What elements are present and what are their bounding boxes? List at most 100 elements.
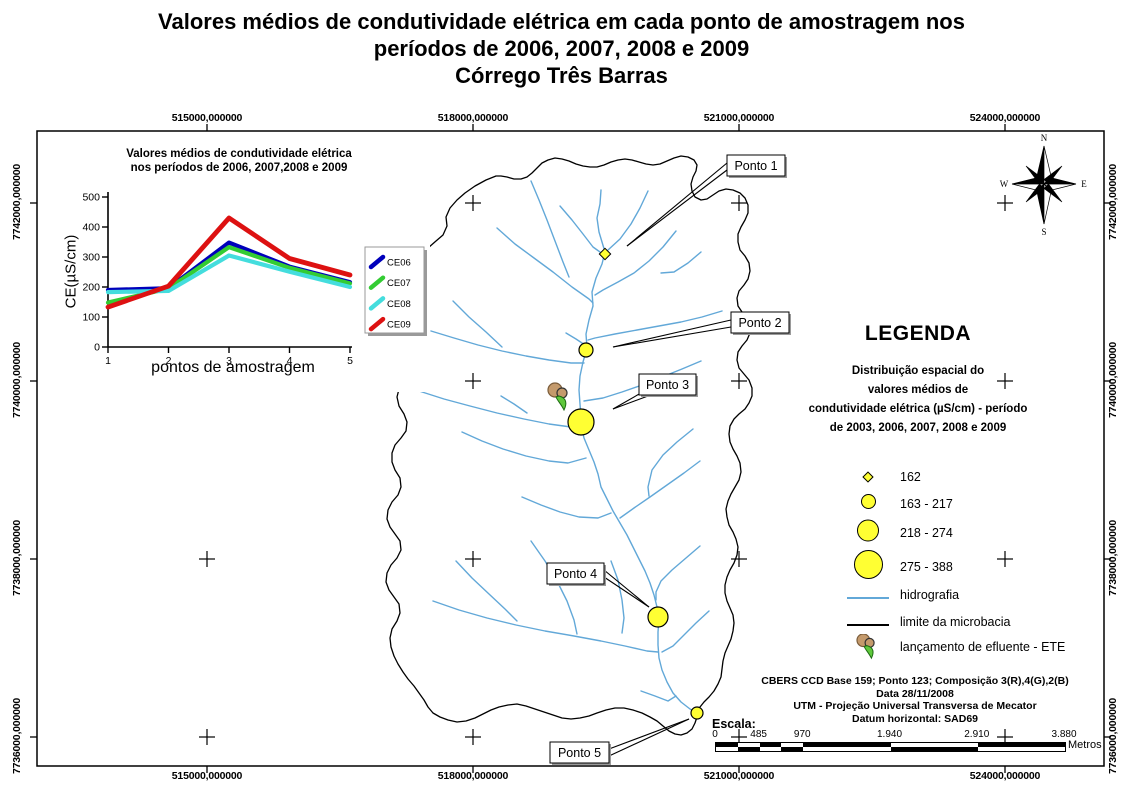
diamond-symbol	[862, 470, 874, 483]
stream-path	[530, 540, 578, 635]
effluent-discharge-icon	[856, 633, 875, 660]
chart-legend-label-CE06: CE06	[387, 258, 411, 269]
figure-title: Valores médios de condutividade elétrica…	[0, 8, 1123, 89]
legend-title: LEGENDA	[864, 322, 972, 345]
stream-path	[578, 189, 698, 714]
coordinate-label-left-0: 7742000,000000	[11, 163, 23, 241]
coordinate-label-left-2: 7738000,000000	[11, 519, 23, 597]
legend-symbol-list: 162 163 - 217 218 - 274 275 - 388 hidrografi…	[840, 462, 1100, 662]
metadata-line-3: UTM - Projeção Universal Transversa de M…	[793, 700, 1037, 713]
scale-label: Escala:	[712, 717, 756, 731]
chart-ytick: 400	[82, 222, 100, 234]
scale-bar-segment	[737, 747, 760, 751]
legend-size-class-1: 162	[840, 468, 1080, 486]
stream-path	[661, 610, 710, 653]
legend-size-class-2: 163 - 217	[840, 493, 1080, 513]
legend-subtitle-line-4: de 2003, 2006, 2007, 2008 e 2009	[829, 422, 1007, 434]
callout-label: Ponto 4	[554, 567, 597, 581]
legend-ete-label: lançamento de efluente - ETE	[900, 640, 1066, 654]
coordinate-label-bottom-1: 518000,000000	[437, 770, 509, 782]
legend-ete-item: lançamento de efluente - ETE	[840, 633, 1080, 660]
legend-subtitle-line-2: valores médios de	[867, 384, 969, 396]
figure-title-line-1: Valores médios de condutividade elétrica…	[158, 9, 965, 34]
inset-chart-xlabel: pontos de amostragem	[151, 359, 315, 376]
scale-bar-segment	[977, 743, 1065, 747]
callout-label: Ponto 2	[738, 316, 781, 330]
stream-path	[430, 330, 585, 364]
stream-path	[521, 496, 612, 519]
chart-legend-label-CE08: CE08	[387, 299, 411, 310]
chart-ytick: 300	[82, 252, 100, 264]
coordinate-label-left-1: 7740000,000000	[11, 341, 23, 419]
sample-point-1	[598, 247, 612, 261]
stream-path	[559, 205, 601, 253]
coordinate-label-right-2: 7738000,000000	[1107, 519, 1119, 597]
coordinate-label-bottom-0: 515000,000000	[171, 770, 243, 782]
legend-subtitle-line-3: condutividade elétrica (µS/cm) - período	[808, 403, 1028, 415]
map-metadata: CBERS CCD Base 159; Ponto 123; Composiçã…	[735, 675, 1095, 725]
figure-title-line-3: Córrego Três Barras	[455, 63, 668, 88]
series-CE09	[105, 215, 353, 310]
scale-bar-segment	[803, 743, 891, 747]
compass-letter-w: W	[1000, 179, 1009, 189]
chart-ytick: 100	[82, 312, 100, 324]
legend-size-class-label: 218 - 274	[900, 526, 953, 540]
inset-chart-title-line-2: nos períodos de 2006, 2007,2008 e 2009	[130, 162, 348, 174]
sample-point-5	[690, 706, 704, 720]
watershed-outline	[385, 155, 753, 736]
map-frame	[36, 130, 1105, 767]
size-class-diamond-icon	[840, 468, 896, 486]
scale-bar-segment	[716, 747, 738, 751]
legend-line-item-label: hidrografia	[900, 588, 960, 602]
scale-bar-segment	[716, 743, 738, 747]
legend-line-item-label: limite da microbacia	[900, 615, 1011, 629]
stream-path	[607, 190, 649, 251]
scale-bar-segment	[781, 743, 804, 747]
stream-path	[610, 560, 625, 634]
size-class-circle-icon	[840, 519, 896, 547]
metadata-line-4: Datum horizontal: SAD69	[851, 712, 978, 725]
coordinate-label-right-1: 7740000,000000	[1107, 341, 1119, 419]
scale-bar-segment	[737, 743, 760, 747]
stream-path	[500, 395, 528, 414]
inset-chart: 0 100 200 300 400 500 1 2 3 4 5 CE06 CE07 CE08 CE09	[78, 140, 430, 392]
scale-bar: 0 485 970 1.940 2.910 3.880	[712, 729, 1077, 753]
hydrography-line-icon	[840, 586, 896, 604]
scale-tick-label: 485	[750, 729, 767, 740]
chart-ytick: 0	[94, 342, 100, 354]
legend-size-class-label: 163 - 217	[900, 496, 953, 511]
stream-path	[565, 332, 586, 346]
coordinate-label-bottom-3: 524000,000000	[969, 770, 1041, 782]
coordinate-label-bottom-2: 521000,000000	[703, 770, 775, 782]
stream-path	[619, 460, 701, 519]
chart-legend-swatch-CE06	[368, 254, 386, 270]
callout-ponto-1: Ponto 1	[626, 154, 787, 247]
inset-chart-ylabel: CE(µS/cm)	[62, 234, 80, 309]
chart-legend-swatch-CE08	[368, 296, 386, 311]
scale-tick-label: 2.910	[964, 729, 990, 740]
line-symbol	[847, 597, 889, 599]
callout-label: Ponto 3	[646, 378, 689, 392]
coordinate-label-top-2: 521000,000000	[703, 112, 775, 124]
size-class-circle-icon	[840, 549, 896, 584]
coordinate-label-right-3: 7736000,000000	[1107, 697, 1119, 775]
stream-path	[496, 227, 594, 304]
line-symbol	[847, 624, 889, 626]
ete-symbol	[856, 633, 875, 660]
scale-bar-segment	[803, 747, 891, 751]
callout-label: Ponto 5	[558, 746, 601, 760]
scale-tick-label: 970	[793, 729, 811, 740]
scale-tick-label: 1.940	[876, 729, 903, 740]
scale-bar-segment	[759, 743, 782, 747]
metadata-line-2: Data 28/11/2008	[876, 687, 954, 700]
scale-bar-segment	[781, 747, 804, 751]
stream-path	[647, 428, 694, 497]
inset-chart-title-line-1: Valores médios de condutividade elétrica	[126, 148, 352, 160]
callout-ponto-2: Ponto 2	[612, 311, 791, 348]
stream-path	[660, 251, 702, 274]
stream-path	[432, 600, 659, 653]
chart-xtick: 5	[347, 355, 353, 367]
compass-rose: N S E W	[1000, 133, 1088, 237]
